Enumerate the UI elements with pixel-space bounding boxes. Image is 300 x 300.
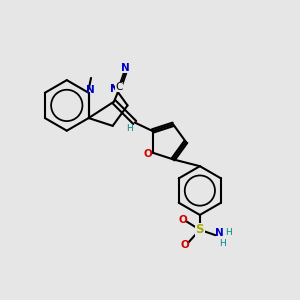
Text: H: H [219, 239, 226, 248]
Text: H: H [126, 124, 133, 133]
Text: N: N [110, 83, 118, 94]
Text: N: N [215, 228, 224, 238]
Text: C: C [115, 82, 123, 92]
Text: S: S [196, 223, 204, 236]
Text: N: N [121, 63, 130, 73]
Text: H: H [225, 228, 232, 237]
Text: O: O [178, 215, 187, 225]
Text: O: O [144, 149, 152, 159]
Text: N: N [86, 85, 94, 95]
Text: O: O [181, 240, 189, 250]
